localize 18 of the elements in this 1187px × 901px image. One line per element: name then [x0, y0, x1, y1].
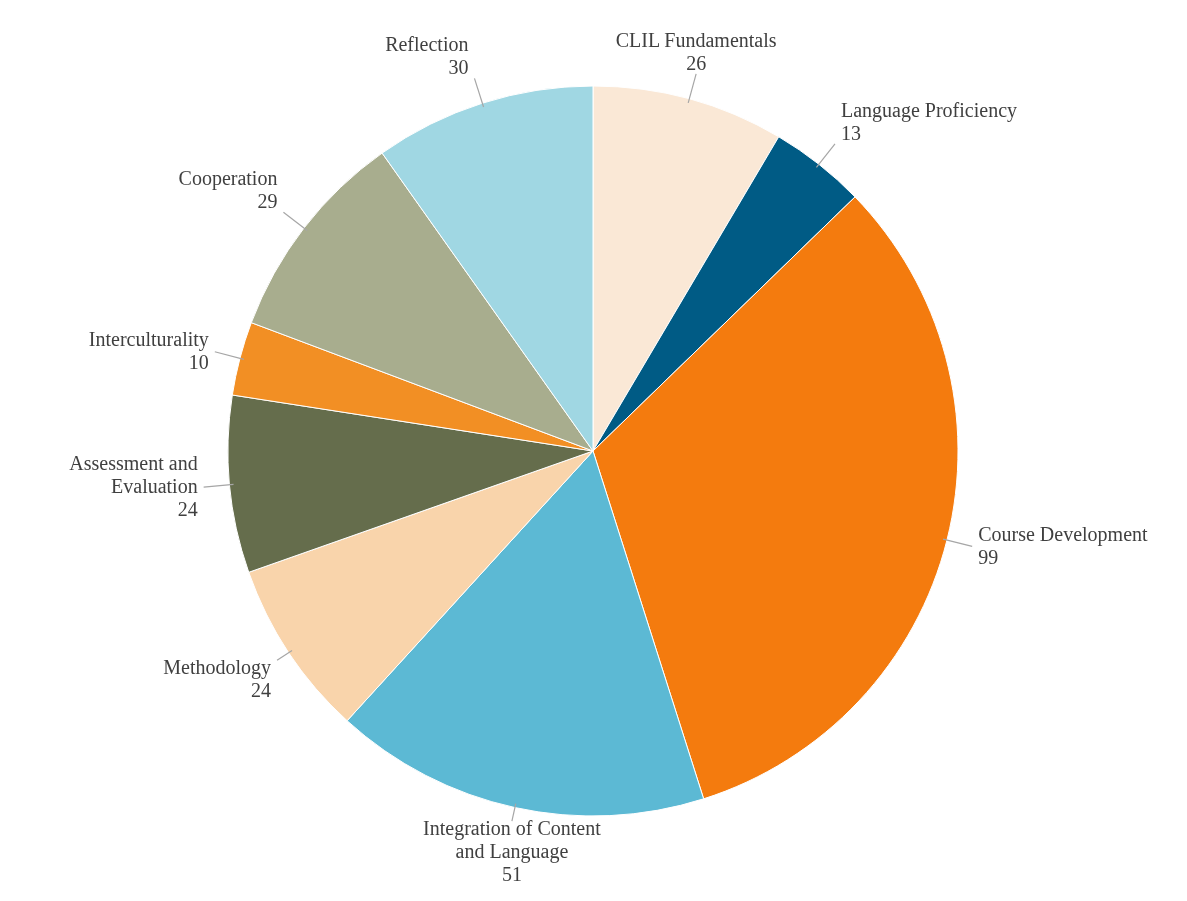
slice-label: Cooperation — [178, 167, 278, 191]
slice-label: Reflection — [385, 33, 469, 56]
slice-label: Assessment and Evaluation — [69, 452, 198, 498]
data-label: 99 — [978, 545, 999, 568]
slice-label: Methodology — [163, 656, 272, 680]
data-label: 29 — [257, 190, 278, 213]
slice-label: Interculturality — [88, 328, 209, 352]
slice-label: CLIL Fundamentals — [615, 28, 777, 51]
data-label: 24 — [177, 498, 198, 521]
data-label: 13 — [840, 121, 861, 144]
data-label: 26 — [686, 51, 707, 74]
slice-label: Course Development — [978, 522, 1149, 546]
data-label: 30 — [448, 56, 469, 79]
slice-label: Integration of Content and Language — [423, 817, 602, 864]
data-label: 51 — [501, 863, 522, 886]
slice-label: Language Proficiency — [840, 98, 1018, 122]
data-label: 10 — [188, 351, 209, 374]
data-label: 24 — [251, 679, 272, 702]
